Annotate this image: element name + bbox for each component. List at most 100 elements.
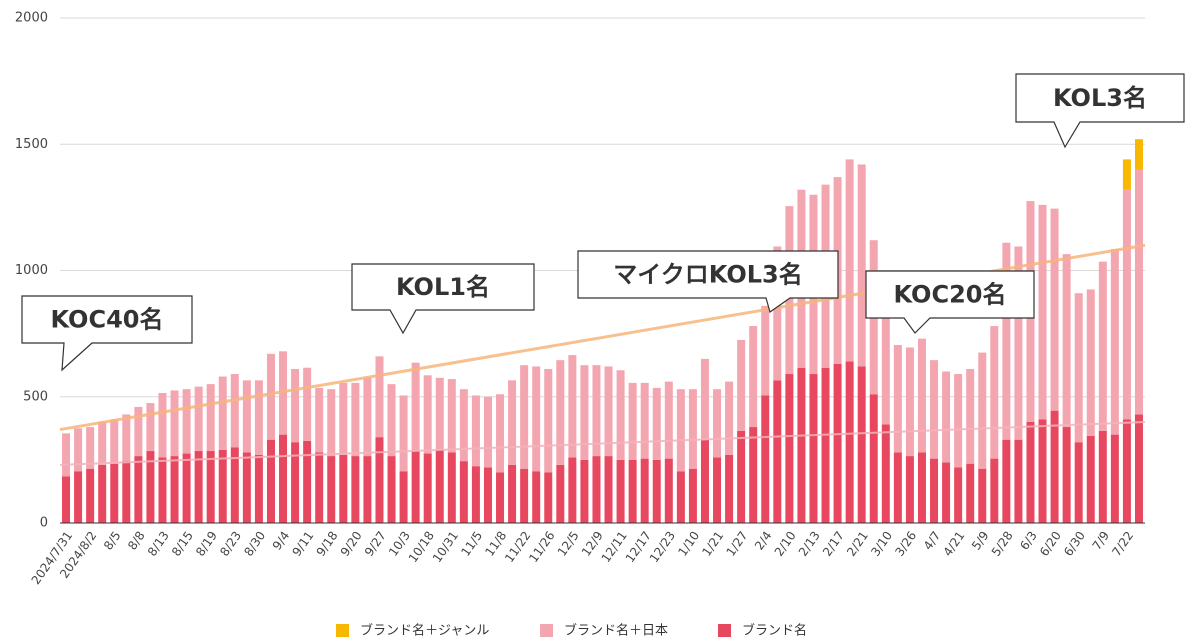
bar-segment xyxy=(230,374,239,448)
bar-segment xyxy=(1026,422,1035,523)
legend-label: ブランド名＋ジャンル xyxy=(360,623,489,639)
bar-segment xyxy=(411,451,420,523)
bar-segment xyxy=(1062,427,1071,523)
bar-segment xyxy=(664,458,673,523)
bar-segment xyxy=(628,459,637,523)
annotation: KOC20名 xyxy=(894,281,1007,309)
bar-segment xyxy=(158,457,167,523)
bar-segment xyxy=(351,456,360,523)
x-tick-label: 8/23 xyxy=(217,529,244,559)
x-tick-label: 8/15 xyxy=(169,529,196,559)
bar-segment xyxy=(749,427,758,523)
bar-segment xyxy=(363,456,372,523)
bar-segment xyxy=(1002,242,1011,440)
x-tick-label: 6/20 xyxy=(1037,529,1064,559)
bar-segment xyxy=(447,452,456,523)
bar-segment xyxy=(134,456,143,523)
bar-segment xyxy=(254,380,263,455)
bar-segment xyxy=(1014,246,1023,440)
bar-segment xyxy=(375,437,384,523)
bar-segment xyxy=(978,468,987,523)
x-tick-label: 11/5 xyxy=(458,529,485,559)
annotation: マイクロKOL3名 xyxy=(613,261,802,289)
bar-segment xyxy=(990,326,999,459)
bar-segment xyxy=(1122,189,1131,420)
bar-segment xyxy=(435,377,444,450)
bar-segment xyxy=(785,374,794,523)
bar-segment xyxy=(1086,289,1095,436)
bar-segment xyxy=(568,457,577,523)
callout xyxy=(1015,73,1185,149)
bar-segment xyxy=(206,451,215,523)
bar-segment xyxy=(206,384,215,452)
bar-segment xyxy=(713,389,722,458)
bar-segment xyxy=(893,344,902,453)
bar-segment xyxy=(833,363,842,523)
bar-segment xyxy=(447,379,456,453)
bar-segment xyxy=(652,459,661,523)
x-tick-label: 4/21 xyxy=(941,529,968,559)
bar-segment xyxy=(978,352,987,469)
x-tick-label: 6/3 xyxy=(1017,529,1040,553)
bar-segment xyxy=(170,456,179,523)
bar-segment xyxy=(339,454,348,523)
bar-segment xyxy=(399,395,408,472)
bar-segment xyxy=(966,368,975,464)
bar-segment xyxy=(170,390,179,457)
x-tick-label: 2/21 xyxy=(844,529,871,559)
bar-segment xyxy=(266,439,275,523)
x-tick-label: 11/26 xyxy=(526,529,557,565)
callout xyxy=(865,270,1035,334)
bar-segment xyxy=(327,456,336,523)
bar-segment xyxy=(1074,442,1083,523)
bar-segment xyxy=(930,360,939,459)
bar-segment xyxy=(616,459,625,523)
bar-segment xyxy=(520,468,529,523)
bar-segment xyxy=(532,366,541,472)
bar-segment xyxy=(315,387,324,453)
bar-segment xyxy=(845,361,854,523)
bar-segment xyxy=(580,459,589,523)
bar-segment xyxy=(496,472,505,523)
bar-segment xyxy=(809,374,818,523)
bar-segment xyxy=(363,377,372,457)
x-tick-label: 12/5 xyxy=(555,529,582,559)
bar-segment xyxy=(713,457,722,523)
bar-segment xyxy=(471,395,480,467)
bar-segment xyxy=(62,476,71,523)
bar-segment xyxy=(568,355,577,458)
x-tick-label: 3/10 xyxy=(868,529,895,559)
bar-segment xyxy=(930,458,939,523)
bar-segment xyxy=(98,464,107,523)
bar-segment xyxy=(1110,249,1119,435)
bar-segment xyxy=(279,434,288,523)
bar-segment xyxy=(700,358,709,440)
legend-label: ブランド名 xyxy=(742,623,807,639)
bar-segment xyxy=(905,456,914,523)
bar-segment xyxy=(954,467,963,523)
bar-segment xyxy=(62,433,71,477)
x-tick-label: 1/10 xyxy=(675,529,702,559)
x-tick-label: 8/13 xyxy=(145,529,172,559)
bar-segment xyxy=(399,471,408,523)
bar-segment xyxy=(86,468,95,523)
x-tick-label: 4/7 xyxy=(921,529,944,553)
x-tick-label: 5/28 xyxy=(989,529,1016,559)
bar-segment xyxy=(1134,414,1143,523)
bar-segment xyxy=(556,360,565,465)
x-tick-label: 9/27 xyxy=(362,529,389,559)
x-tick-label: 2/4 xyxy=(752,529,775,553)
bar-segment xyxy=(1050,208,1059,411)
bar-segment xyxy=(1050,410,1059,523)
x-tick-label: 1/21 xyxy=(699,529,726,559)
bar-segment xyxy=(483,396,492,468)
y-tick-label: 1000 xyxy=(15,263,48,278)
bar-segment xyxy=(1086,435,1095,523)
bar-segment xyxy=(315,452,324,523)
bar-segment xyxy=(339,382,348,455)
callout xyxy=(21,295,193,372)
bar-segment xyxy=(604,366,613,457)
x-tick-label: 8/8 xyxy=(125,529,148,553)
bar-segment xyxy=(459,389,468,462)
